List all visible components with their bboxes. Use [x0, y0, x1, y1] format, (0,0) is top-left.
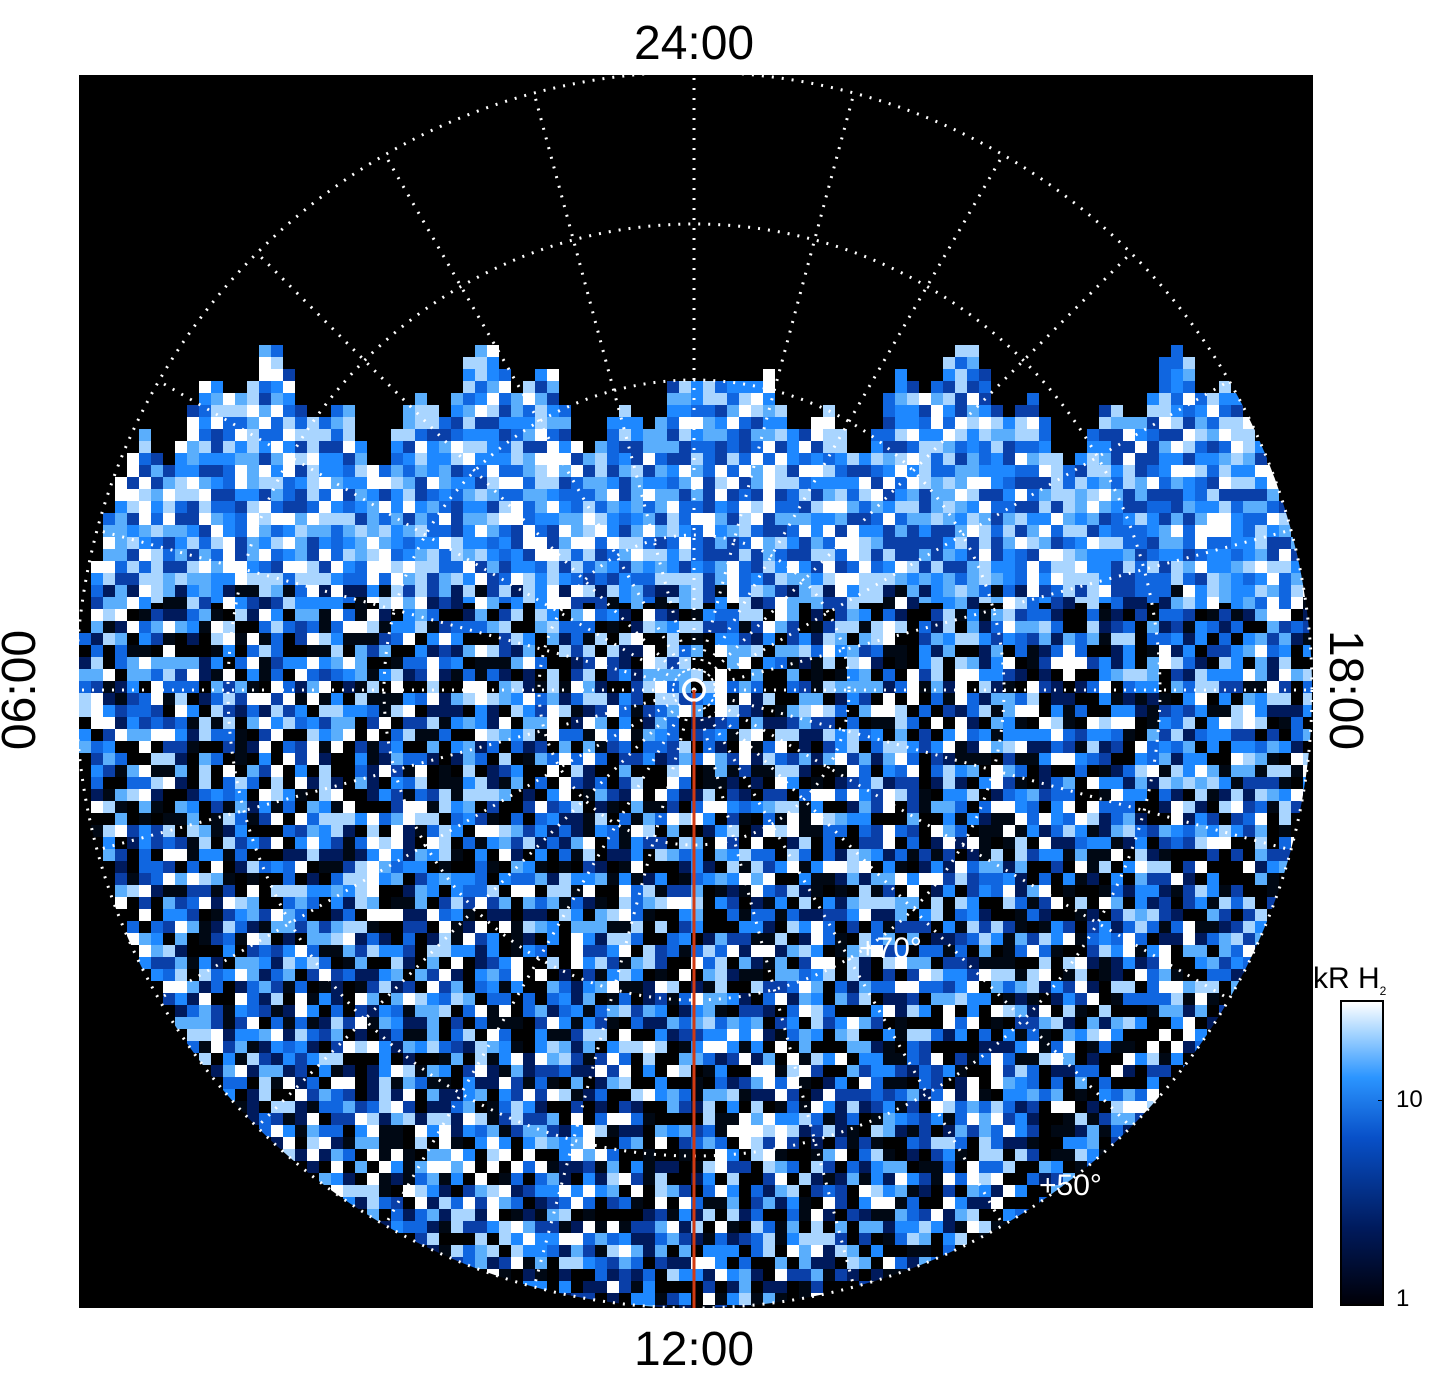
auroral-emission-map [79, 345, 1312, 1308]
latitude-circle-3 [537, 533, 851, 847]
latitude-label-70: +70° [859, 932, 922, 965]
latitude-circle-0 [79, 75, 1313, 1308]
local-time-label-right: 18:00 [1319, 629, 1372, 751]
local-time-label-top: 24:00 [634, 17, 755, 70]
pole-marker [682, 678, 706, 702]
colorbar [1340, 1000, 1384, 1306]
colorbar-tick-mark-10 [1378, 1100, 1384, 1101]
local-time-label-left: 06:00 [0, 629, 46, 751]
colorbar-tick-10: 10 [1396, 1086, 1423, 1113]
polar-projection-plot: +70° +50° [79, 75, 1313, 1308]
colorbar-tick-1: 1 [1396, 1285, 1410, 1312]
local-time-label-bottom: 12:00 [634, 1323, 755, 1376]
colorbar-title: kR H2 [1313, 962, 1387, 998]
latitude-label-50: +50° [1039, 1169, 1102, 1202]
